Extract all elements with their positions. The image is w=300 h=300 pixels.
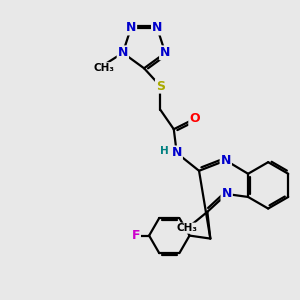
Text: N: N bbox=[126, 21, 136, 34]
Text: CH₃: CH₃ bbox=[94, 63, 115, 73]
Text: N: N bbox=[118, 46, 128, 59]
Text: N: N bbox=[152, 21, 162, 34]
Text: N: N bbox=[220, 154, 231, 167]
Text: N: N bbox=[160, 46, 170, 59]
Text: H: H bbox=[160, 146, 169, 157]
Text: F: F bbox=[131, 229, 140, 242]
Text: CH₃: CH₃ bbox=[177, 223, 198, 233]
Text: N: N bbox=[221, 188, 232, 200]
Text: O: O bbox=[189, 112, 200, 125]
Text: N: N bbox=[172, 146, 182, 160]
Text: S: S bbox=[156, 80, 165, 93]
